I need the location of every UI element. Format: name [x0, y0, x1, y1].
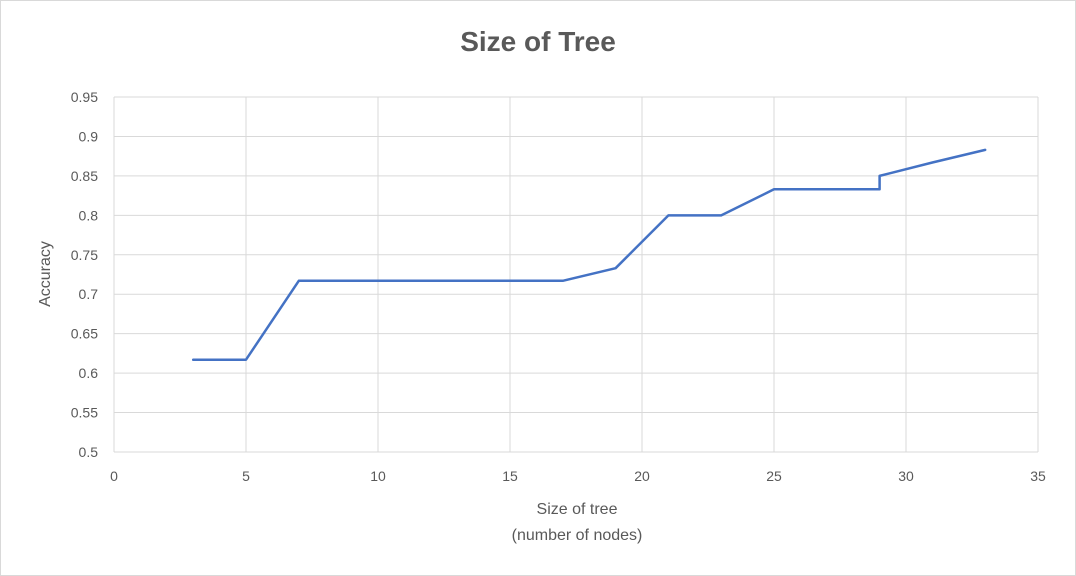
x-tick-label: 15	[502, 468, 518, 484]
y-tick-label: 0.9	[79, 128, 99, 144]
series-line	[191, 148, 987, 361]
y-tick-label: 0.8	[79, 207, 99, 223]
y-axis-title: Accuracy	[37, 241, 54, 307]
y-tick-label: 0.6	[79, 365, 99, 381]
x-tick-label: 10	[370, 468, 386, 484]
y-tick-label: 0.95	[71, 89, 98, 105]
x-tick-label: 5	[242, 468, 250, 484]
x-axis-title-line-1: Size of tree	[537, 501, 618, 518]
x-tick-label: 25	[766, 468, 782, 484]
tick-labels: 0 5 10 15 20 25 30 35 0.5 0.55 0.6 0.65 0.7 0.75 0.8 0.…	[71, 89, 1046, 484]
y-tick-label: 0.55	[71, 405, 98, 421]
y-tick-label: 0.7	[79, 286, 99, 302]
chart-title: Size of Tree	[460, 26, 616, 57]
y-tick-label: 0.85	[71, 168, 98, 184]
y-tick-label: 0.65	[71, 326, 98, 342]
gridlines	[113, 96, 1039, 453]
x-tick-label: 30	[898, 468, 914, 484]
x-tick-label: 0	[110, 468, 118, 484]
y-tick-label: 0.5	[79, 444, 99, 460]
series-group	[191, 148, 987, 361]
x-axis-title-line-2: (number of nodes)	[512, 527, 643, 544]
x-tick-label: 35	[1030, 468, 1046, 484]
x-tick-label: 20	[634, 468, 650, 484]
y-tick-label: 0.75	[71, 247, 98, 263]
